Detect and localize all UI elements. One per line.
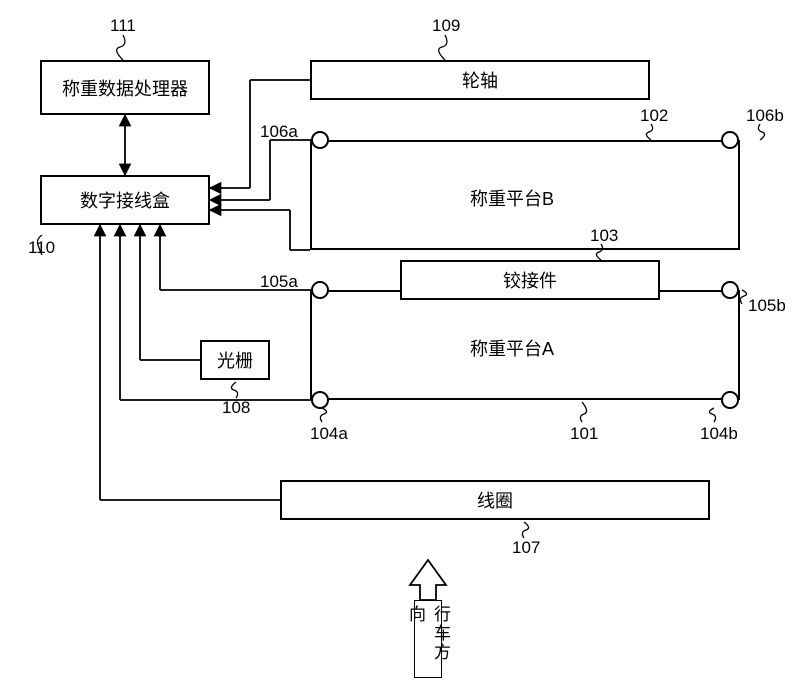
leaders-layer bbox=[0, 0, 800, 690]
direction-arrow-icon bbox=[410, 560, 446, 600]
